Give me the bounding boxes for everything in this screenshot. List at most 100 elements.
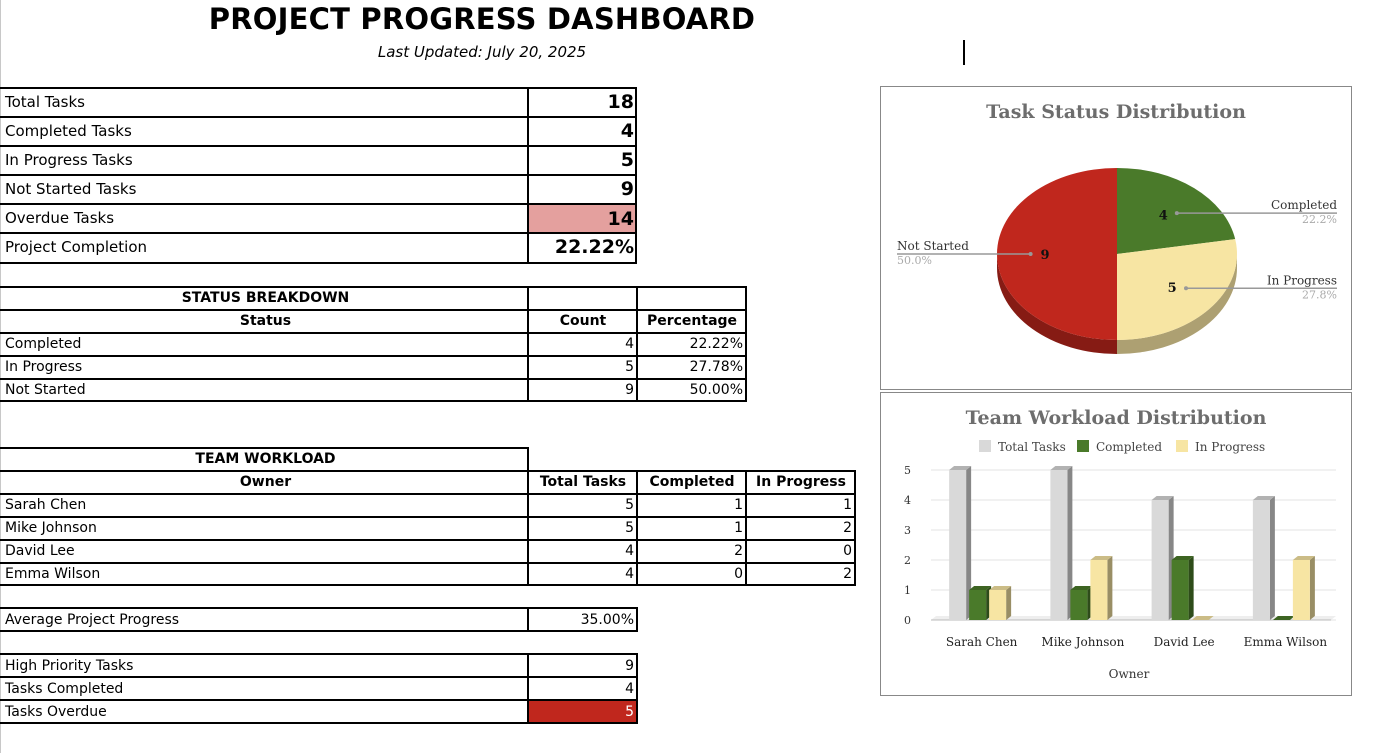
team-row-david-lee-total[interactable]: 4 [625,543,634,559]
status-row-not-started-count[interactable]: 9 [625,382,634,398]
bar-top-completed-david-lee [1171,556,1194,560]
summary-label-in-progress-tasks[interactable]: In Progress Tasks [5,151,133,169]
task-status-pie-chart[interactable]: Task Status Distribution 4 Completed 22.2%… [880,86,1352,390]
y-tick-0: 0 [904,614,911,627]
team-header-completed[interactable]: Completed [649,474,735,490]
bar-completed-david-lee [1171,560,1189,620]
status-row-not-started-label[interactable]: Not Started [5,382,86,398]
bar-top-in-progress-emma-wilson [1292,556,1315,560]
bar-top-in-progress-mike-johnson [1090,556,1113,560]
chart-floor [931,616,1336,620]
pie-slice-in-progress [1117,239,1237,340]
summary-label-completed-tasks[interactable]: Completed Tasks [5,122,132,140]
x-tick-sarah-chen: Sarah Chen [946,635,1018,649]
bar-top-total-tasks-sarah-chen [949,466,972,470]
pie-value-label-completed: 4 [1159,208,1168,223]
pie-side-not-started [997,254,1117,354]
team-row-mike-johnson-owner[interactable]: Mike Johnson [5,520,97,536]
text-cursor [963,40,965,65]
pie-slice-completed [1117,168,1236,254]
team-row-sarah-chen-owner[interactable]: Sarah Chen [5,497,87,513]
team-row-mike-johnson-total[interactable]: 5 [625,520,634,536]
pie-value-label-not-started: 9 [1040,248,1049,263]
pie-callout-label-in-progress: In Progress [1267,273,1337,287]
summary-label-total-tasks[interactable]: Total Tasks [5,93,85,111]
summary-value-total-tasks[interactable]: 18 [607,91,634,113]
bar-total-tasks-emma-wilson [1252,500,1270,620]
bar-top-total-tasks-emma-wilson [1252,496,1275,500]
summary-label-not-started-tasks[interactable]: Not Started Tasks [5,180,137,198]
legend-label-in-progress: In Progress [1195,440,1265,454]
pie-callout-label-not-started: Not Started [897,239,969,253]
extra-label-tasks-completed[interactable]: Tasks Completed [5,681,124,697]
team-row-emma-wilson-completed[interactable]: 0 [734,566,743,582]
status-breakdown-title[interactable]: STATUS BREAKDOWN [181,290,350,306]
bar-top-completed-emma-wilson [1272,616,1295,620]
x-tick-david-lee: David Lee [1154,635,1215,649]
dashboard-title: PROJECT PROGRESS DASHBOARD [208,2,756,36]
bar-side-total-tasks-sarah-chen [966,466,972,620]
y-tick-3: 3 [904,524,911,537]
team-row-david-lee-owner[interactable]: David Lee [5,543,75,559]
average-progress-value[interactable]: 35.00% [580,612,634,628]
summary-label-project-completion[interactable]: Project Completion [5,238,148,256]
bar-total-tasks-mike-johnson [1050,470,1068,620]
legend-label-completed: Completed [1096,440,1162,454]
summary-value-project-completion[interactable]: 22.22% [554,236,634,258]
summary-value-completed-tasks[interactable]: 4 [620,120,634,142]
team-row-david-lee-completed[interactable]: 2 [734,543,743,559]
status-row-completed-count[interactable]: 4 [625,336,634,352]
team-row-david-lee-in-progress[interactable]: 0 [843,543,852,559]
status-row-in-progress-count[interactable]: 5 [625,359,634,375]
pie-leader-dot-completed [1174,211,1179,216]
team-row-mike-johnson-in-progress[interactable]: 2 [843,520,852,536]
status-row-completed-label[interactable]: Completed [5,336,82,352]
status-row-in-progress-percentage[interactable]: 27.78% [689,359,743,375]
team-workload-bar-chart[interactable]: Team Workload Distribution Total Tasks Co… [880,392,1352,696]
bar-side-in-progress-emma-wilson [1309,556,1315,620]
team-header-total-tasks[interactable]: Total Tasks [539,474,627,490]
team-row-emma-wilson-owner[interactable]: Emma Wilson [5,566,101,582]
y-tick-2: 2 [904,554,911,567]
status-row-not-started-percentage[interactable]: 50.00% [689,382,743,398]
bar-total-tasks-david-lee [1151,500,1169,620]
team-header-owner[interactable]: Owner [239,474,292,490]
summary-value-not-started-tasks[interactable]: 9 [620,178,634,200]
team-row-mike-johnson-completed[interactable]: 1 [734,520,743,536]
status-row-in-progress-label[interactable]: In Progress [5,359,83,375]
summary-label-overdue-tasks[interactable]: Overdue Tasks [5,209,115,227]
team-row-emma-wilson-total[interactable]: 4 [625,566,634,582]
status-row-completed-percentage[interactable]: 22.22% [689,336,743,352]
summary-value-in-progress-tasks[interactable]: 5 [620,149,634,171]
team-header-in-progress[interactable]: In Progress [756,474,846,490]
pie-slice-not-started [997,168,1117,340]
last-updated-subtitle: Last Updated: July 20, 2025 [377,43,587,61]
extra-value-tasks-overdue[interactable]: 5 [529,701,636,722]
average-progress-label[interactable]: Average Project Progress [5,612,180,628]
bar-total-tasks-sarah-chen [949,470,967,620]
pie-chart-title: Task Status Distribution [986,101,1246,123]
extra-label-tasks-overdue[interactable]: Tasks Overdue [5,704,107,720]
bar-side-total-tasks-emma-wilson [1269,496,1275,620]
status-header-status[interactable]: Status [239,313,292,329]
team-row-sarah-chen-in-progress[interactable]: 1 [843,497,852,513]
team-workload-title[interactable]: TEAM WORKLOAD [195,451,336,467]
pie-callout-percent-in-progress: 27.8% [1302,288,1337,301]
team-row-emma-wilson-in-progress[interactable]: 2 [843,566,852,582]
team-row-sarah-chen-total[interactable]: 5 [625,497,634,513]
pie-value-label-in-progress: 5 [1168,281,1177,296]
status-header-count[interactable]: Count [559,313,607,329]
extra-value-high-priority-tasks[interactable]: 9 [625,658,634,674]
bar-side-in-progress-sarah-chen [1006,586,1012,620]
team-row-sarah-chen-completed[interactable]: 1 [734,497,743,513]
extra-label-high-priority-tasks[interactable]: High Priority Tasks [5,658,134,674]
bar-top-completed-sarah-chen [969,586,992,590]
bar-in-progress-sarah-chen [989,590,1007,620]
bar-in-progress-emma-wilson [1292,560,1310,620]
bar-side-completed-david-lee [1188,556,1194,620]
summary-value-overdue-tasks[interactable]: 14 [529,205,636,233]
y-tick-1: 1 [904,584,911,597]
extra-value-tasks-completed[interactable]: 4 [625,681,634,697]
status-header-percentage[interactable]: Percentage [646,313,738,329]
